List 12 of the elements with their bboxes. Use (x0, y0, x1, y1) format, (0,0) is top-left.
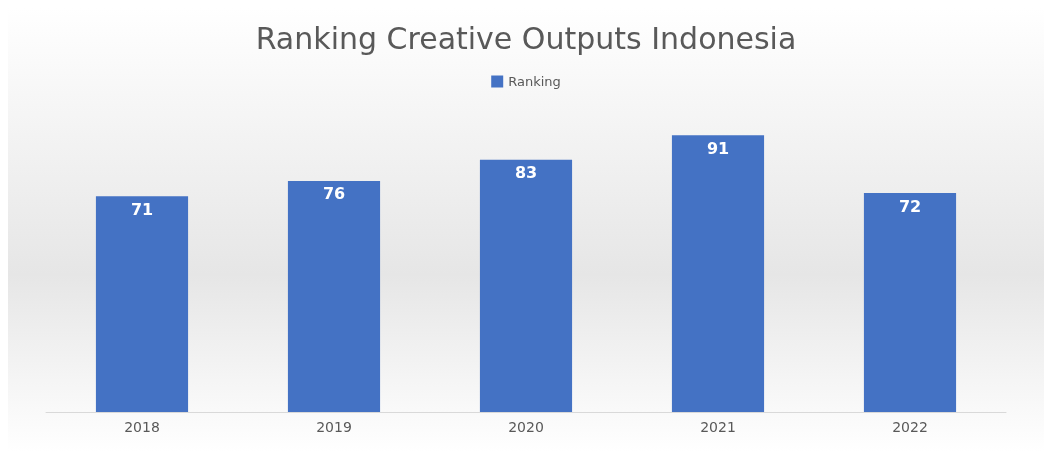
data-label: 72 (898, 196, 922, 216)
data-label: 76 (322, 184, 346, 204)
data-label: 83 (514, 163, 538, 183)
x-tick-label: 2021 (700, 419, 736, 435)
data-label: 71 (130, 199, 154, 219)
x-tick-label: 2019 (316, 419, 352, 435)
x-tick-label: 2020 (508, 419, 544, 435)
chart-title: Ranking Creative Outputs Indonesia (255, 20, 797, 56)
x-tick-label: 2022 (892, 419, 928, 435)
legend-label: Ranking (508, 74, 561, 89)
data-label: 91 (706, 138, 730, 158)
x-tick-label: 2018 (124, 419, 160, 435)
